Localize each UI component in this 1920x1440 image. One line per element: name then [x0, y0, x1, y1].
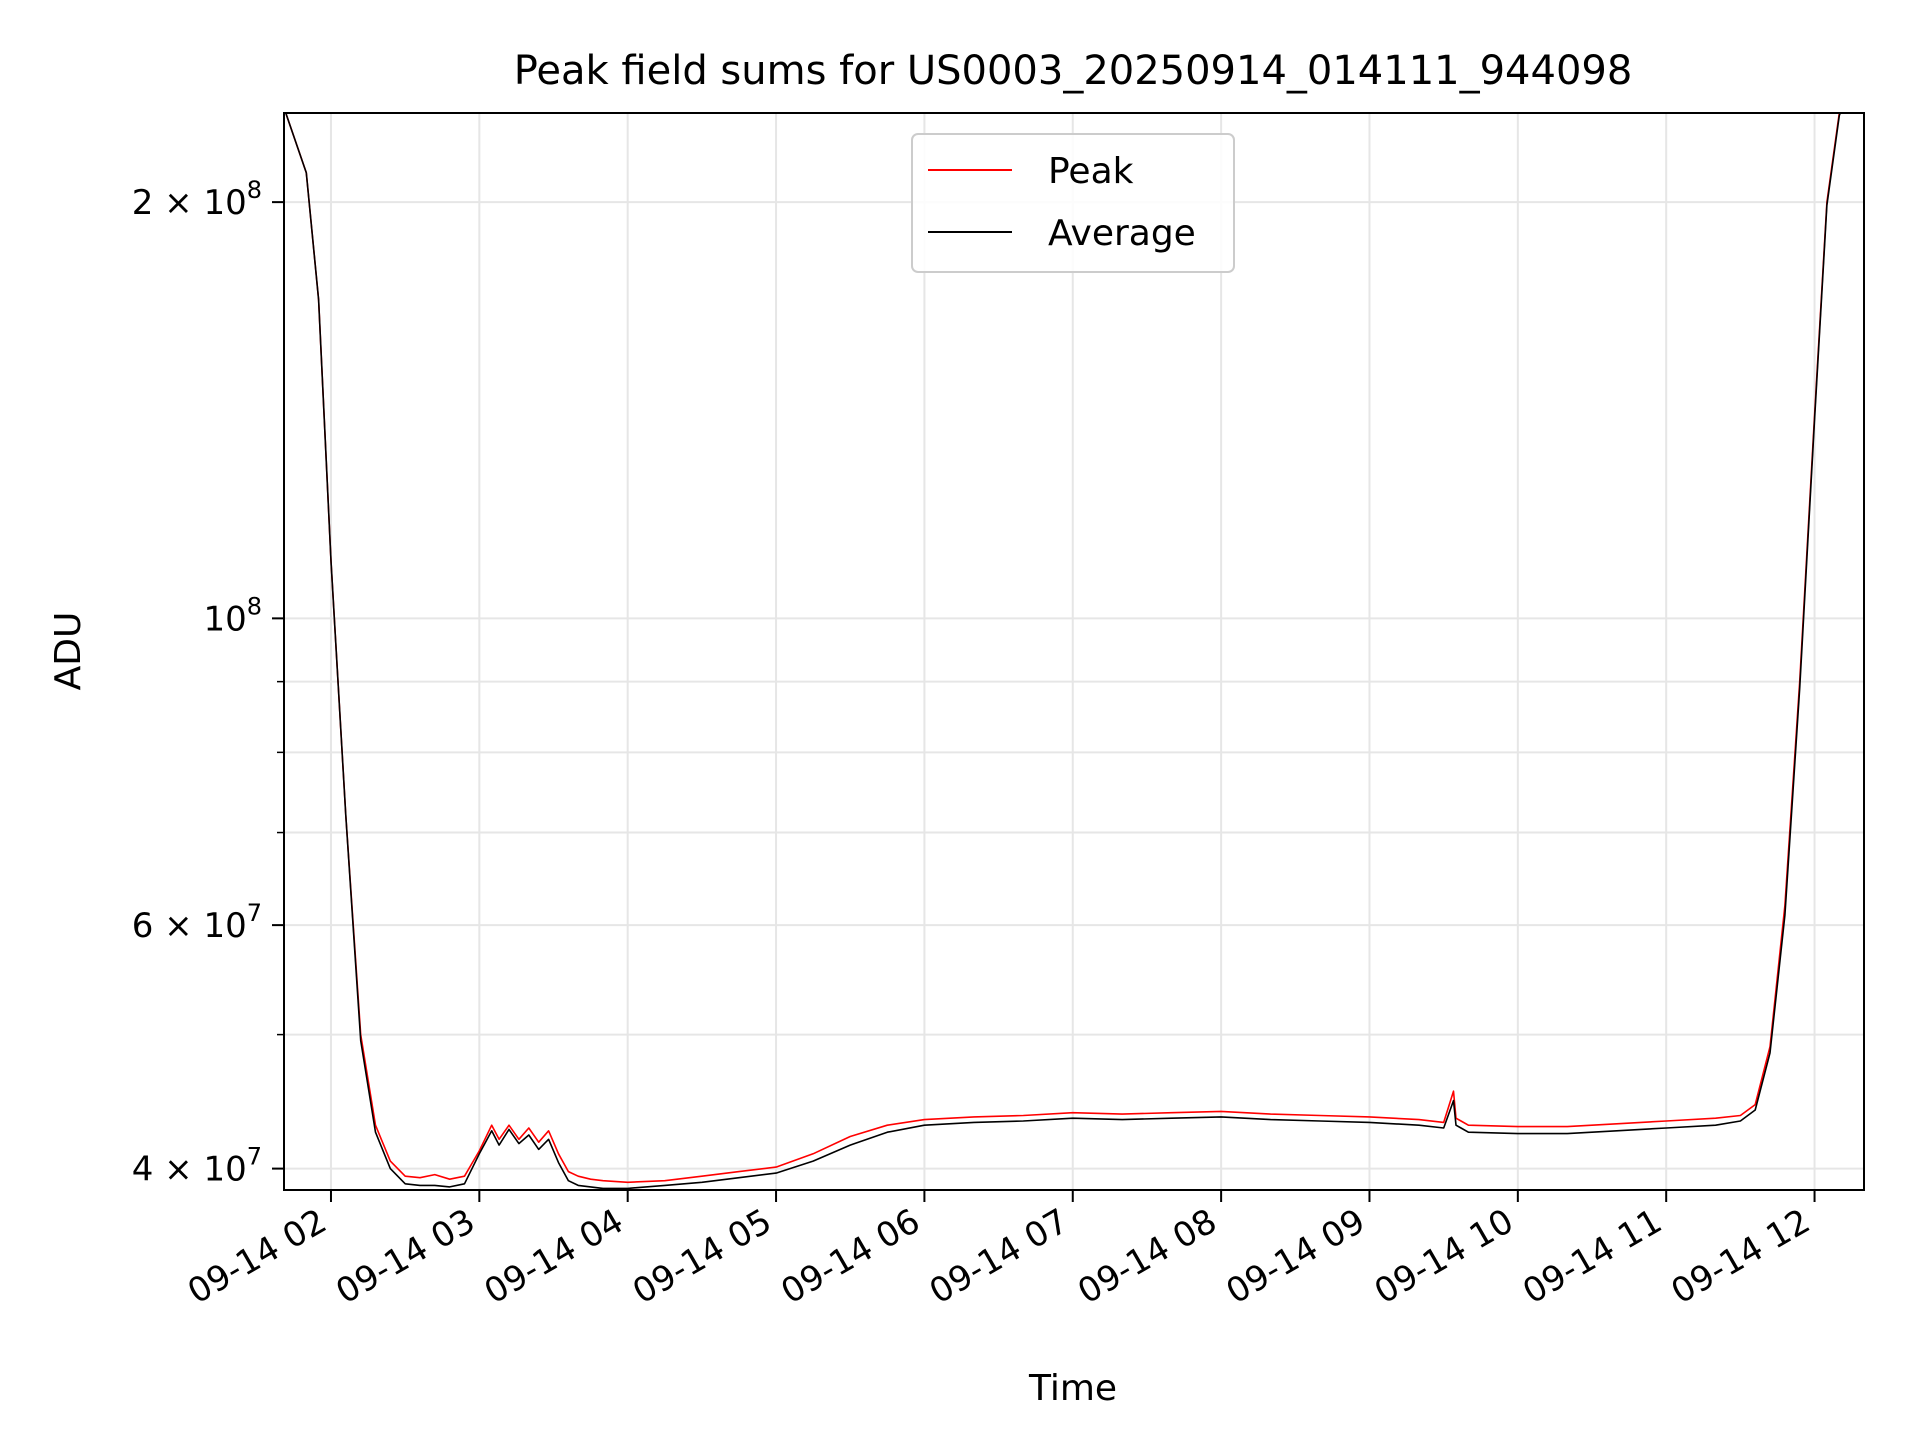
legend-label-average: Average — [1048, 213, 1196, 254]
series-line-average — [284, 113, 1842, 1190]
y-tick-label-base: 10 — [203, 599, 246, 639]
y-tick-label-exponent: 7 — [247, 1143, 262, 1171]
y-tick-label: 108 — [203, 592, 262, 639]
y-tick-label-base: 2 × 10 — [132, 183, 247, 223]
y-tick-label-exponent: 7 — [247, 899, 262, 927]
plot-frame — [283, 112, 1865, 1191]
series-line-peak — [284, 113, 1841, 1184]
y-tick-label: 6 × 107 — [132, 899, 262, 946]
y-tick-label-exponent: 8 — [247, 592, 262, 620]
chart-title: Peak field sums for US0003_20250914_0141… — [514, 48, 1633, 94]
legend-box — [911, 133, 1235, 273]
legend: Peak Average — [911, 133, 1235, 273]
y-tick-label-exponent: 8 — [247, 176, 262, 204]
y-tick-label: 2 × 108 — [132, 176, 262, 223]
series-layer — [284, 113, 1842, 1190]
y-tick-label-base: 4 × 10 — [132, 1150, 247, 1190]
y-axis-label: ADU — [48, 612, 89, 691]
x-axis-label: Time — [1028, 1368, 1117, 1409]
y-tick-label: 4 × 107 — [132, 1143, 262, 1190]
y-tick-label-base: 6 × 10 — [132, 906, 247, 946]
legend-label-peak: Peak — [1048, 151, 1134, 192]
